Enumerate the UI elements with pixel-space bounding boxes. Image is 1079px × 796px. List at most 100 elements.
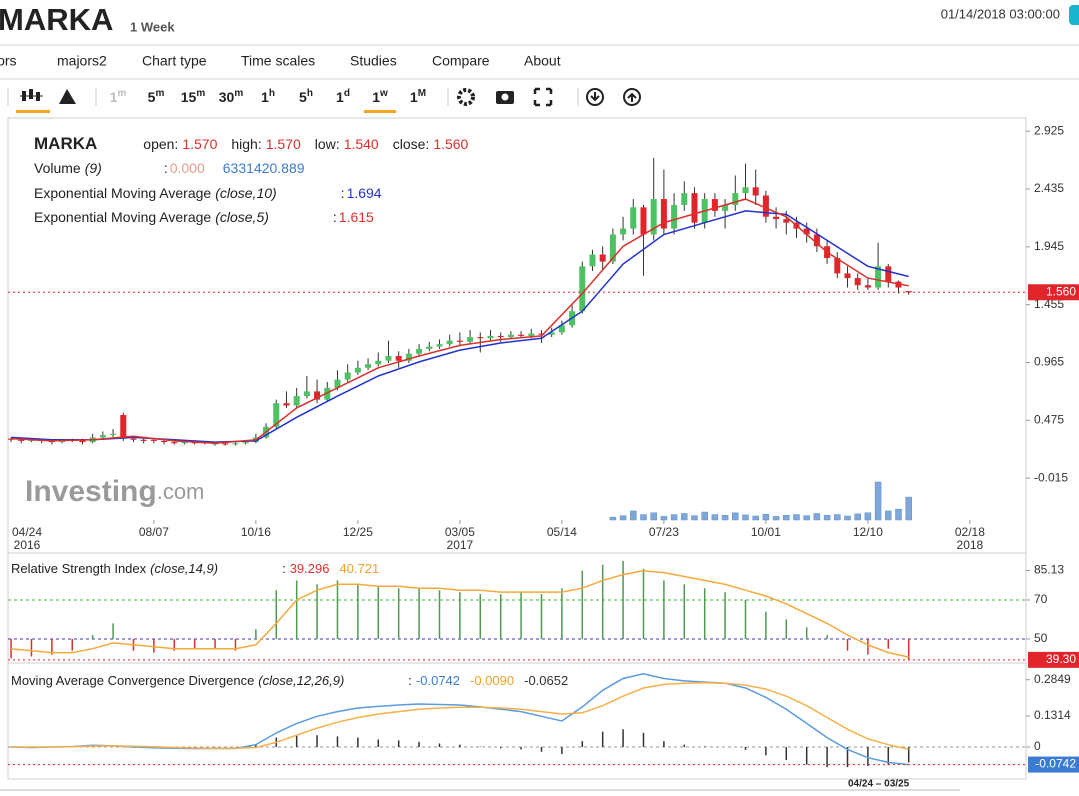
candle-body	[620, 228, 627, 235]
y-tick-label: 0.1314	[1034, 708, 1071, 722]
candle-body	[762, 195, 769, 217]
candle-body	[181, 442, 188, 444]
plot-area	[8, 157, 912, 521]
volume-bar	[650, 512, 657, 521]
timescale[interactable]: 5m	[148, 88, 165, 105]
ohlc-label: close:	[393, 136, 430, 152]
volume-bar	[772, 516, 780, 521]
menu-item[interactable]: Studies	[350, 53, 397, 69]
timescale-value: 1	[261, 89, 269, 105]
timescale[interactable]: 1d	[336, 88, 350, 105]
candle-body	[732, 193, 739, 205]
icon-part	[501, 93, 509, 101]
volume-bar	[732, 512, 739, 521]
indicator-value: 39.296	[290, 561, 330, 576]
volume-bar	[895, 508, 902, 521]
timescale[interactable]: 1M	[410, 88, 426, 105]
menu-item[interactable]: Compare	[432, 53, 490, 69]
candle-body	[742, 187, 749, 194]
timescale[interactable]: 1w	[372, 88, 388, 105]
current-tag-label: 39.30	[1046, 652, 1076, 666]
indicator-value: -0.0742	[416, 673, 460, 688]
settings-icon[interactable]	[457, 88, 475, 106]
volume-bar	[803, 515, 810, 521]
ema-params: (close,5)	[215, 209, 269, 225]
candle-body	[446, 340, 453, 345]
menu-item[interactable]: Time scales	[241, 53, 315, 69]
candle-body	[507, 334, 514, 338]
volume-params: (9)	[85, 160, 102, 176]
timescale-unit: m	[196, 88, 205, 99]
ohlc-value: 1.540	[344, 136, 379, 152]
current-tag-label: 1.560	[1046, 284, 1076, 298]
volume-bar	[783, 515, 790, 521]
fullscreen-icon[interactable]	[533, 87, 553, 107]
timescale[interactable]: 15m	[181, 88, 206, 105]
candle-body	[660, 199, 667, 229]
legend-symbol: MARKA	[34, 134, 97, 153]
candle-body	[120, 414, 127, 439]
volume-bar	[834, 514, 841, 521]
candle-body	[752, 187, 759, 196]
menu-item[interactable]: About	[524, 53, 561, 69]
timescale-unit: m	[234, 88, 243, 99]
menu-item[interactable]: Chart type	[142, 53, 207, 69]
download-icon[interactable]	[586, 88, 604, 106]
candle-body	[130, 438, 137, 440]
candle-body	[885, 266, 892, 282]
upload-icon[interactable]	[623, 88, 641, 106]
watermark: Investing.com	[25, 475, 204, 508]
y-tick-label: 2.925	[1034, 123, 1064, 137]
menu-item[interactable]: majors2	[57, 53, 107, 69]
candle-body	[8, 438, 15, 440]
separator: :	[164, 160, 168, 176]
candle-body	[589, 254, 596, 267]
corner-icon[interactable]	[1069, 5, 1079, 25]
volume-value: 0.000	[170, 160, 205, 176]
candle-body	[456, 340, 463, 342]
active-underline	[364, 110, 396, 113]
legend-row: MARKA open: 1.570 high: 1.570 low: 1.540 close:…	[34, 134, 469, 153]
candle-body	[528, 333, 535, 336]
y-tick-label: 0	[1034, 739, 1041, 753]
candle-body	[140, 439, 147, 441]
volume-bar	[670, 514, 678, 521]
candles-icon[interactable]	[20, 89, 43, 101]
indicator-value: 40.721	[339, 561, 379, 576]
ema-name: Exponential Moving Average	[34, 209, 211, 225]
legend-row: Relative Strength Index (close,14,9):39.2…	[11, 561, 379, 576]
candle-body	[630, 207, 637, 229]
icon-part	[627, 92, 637, 102]
x-tick-label: 07/23	[649, 525, 679, 539]
timescale-unit: d	[344, 88, 350, 99]
y-tick-label: 0.475	[1034, 412, 1064, 426]
indicator-value: -0.0652	[524, 673, 568, 688]
mountain-icon[interactable]	[59, 89, 76, 104]
candle-body	[293, 396, 300, 406]
candle-body	[467, 337, 474, 342]
candle-body	[650, 199, 657, 235]
volume-bar	[885, 510, 892, 521]
volume-name: Volume	[34, 160, 81, 176]
indicator-value: -0.0090	[470, 673, 514, 688]
timescale[interactable]: 5h	[299, 88, 313, 105]
volume-bar	[742, 514, 749, 521]
timescale-value: 1	[372, 89, 380, 105]
volume-bar	[640, 514, 647, 521]
menu-item[interactable]: jors	[0, 53, 17, 69]
y-tick-label: -0.015	[1034, 470, 1068, 484]
timescale-value: 15	[181, 89, 197, 105]
timescale-unit: m	[155, 88, 164, 99]
volume-bar	[681, 513, 688, 521]
timescale[interactable]: 1h	[261, 88, 275, 105]
timescale[interactable]: 1m	[110, 88, 127, 105]
candle-body	[711, 199, 718, 211]
candle-body	[609, 234, 616, 262]
x-tick-label: 10/01	[751, 525, 781, 539]
timescale[interactable]: 30m	[219, 88, 244, 105]
timescale-value: 1	[410, 89, 418, 105]
separator: :	[333, 209, 337, 225]
volume-value: 6331420.889	[223, 160, 305, 176]
volume-bar	[630, 510, 637, 521]
ema-value: 1.615	[339, 209, 374, 225]
